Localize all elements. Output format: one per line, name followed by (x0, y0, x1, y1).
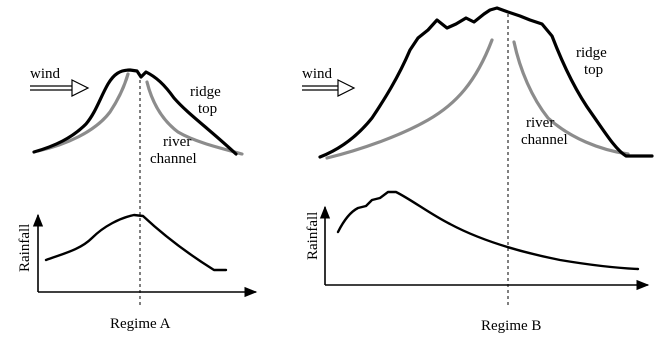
ridge-top-line-a (32, 68, 238, 156)
river-channel-line-b (325, 38, 494, 160)
river-label-b-line1: river (526, 115, 554, 131)
wind-label-a: wind (30, 66, 61, 82)
ridge-label-b-line1: ridge (576, 45, 607, 61)
regime-b-panel: wind ridge top river channel Rainfall Re… (302, 6, 654, 334)
regime-b-caption: Regime B (481, 318, 541, 334)
river-channel-line-a-right (145, 80, 244, 156)
river-label-b-line2: channel (521, 132, 568, 148)
ridge-top-line-b (318, 6, 654, 159)
wind-label-b: wind (302, 66, 333, 82)
river-channel-line-a (36, 72, 130, 153)
river-label-a-line2: channel (150, 151, 197, 167)
ridge-label-a-line1: ridge (190, 84, 221, 100)
wind-arrow-a (30, 79, 90, 97)
regime-a-caption: Regime A (110, 316, 171, 332)
wind-arrow-b (302, 79, 356, 97)
ridge-label-b-line2: top (584, 62, 603, 78)
river-channel-line-b-right (512, 40, 630, 156)
y-axis-label-b: Rainfall (305, 212, 321, 260)
rainfall-curve-a (44, 213, 228, 272)
river-label-a-line1: river (163, 134, 191, 150)
y-axis-label-a: Rainfall (17, 224, 33, 272)
rainfall-curve-b (336, 190, 640, 271)
regime-a-panel: wind ridge top river channel Rainfall Re… (17, 66, 258, 332)
ridge-label-a-line2: top (198, 101, 217, 117)
